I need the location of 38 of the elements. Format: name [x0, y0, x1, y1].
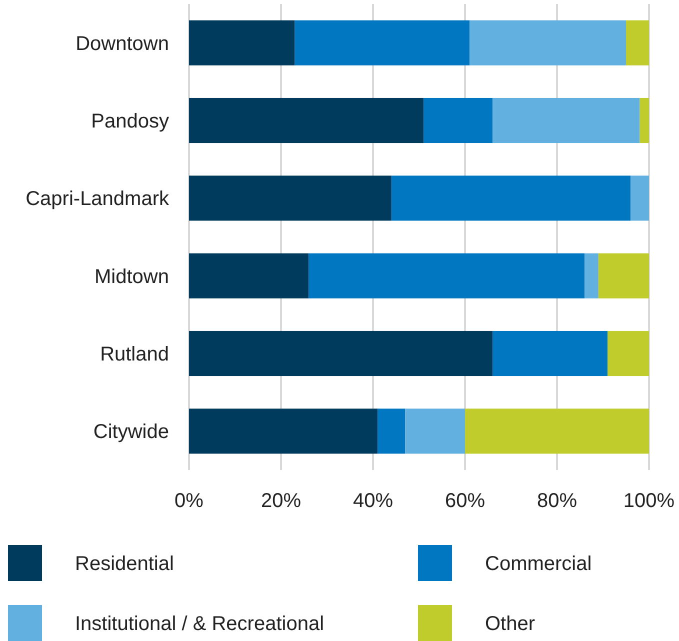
x-tick-label: 100% [623, 490, 675, 512]
legend-label: Other [485, 613, 536, 635]
y-tick-label: Downtown [76, 32, 169, 55]
bar [189, 408, 378, 454]
bar [294, 20, 470, 66]
bar [424, 98, 493, 144]
legend-label: Commercial [485, 553, 592, 575]
bar [308, 253, 585, 298]
bar [470, 20, 626, 66]
bar [391, 176, 631, 221]
bar [608, 330, 649, 376]
bar [626, 20, 649, 66]
bar [584, 253, 598, 298]
bar [630, 176, 649, 221]
bar [492, 98, 640, 144]
bar [189, 98, 424, 144]
x-tick-label: 20% [260, 490, 302, 512]
bar [189, 253, 309, 298]
x-tick-label: 0% [174, 490, 204, 512]
y-tick-label: Rutland [100, 344, 169, 366]
y-tick-label: Citywide [93, 421, 169, 444]
bar [189, 20, 295, 66]
bar [640, 98, 649, 144]
y-tick-label: Pandosy [91, 110, 169, 132]
bar [492, 330, 608, 376]
legend-label: Institutional / & Recreational [75, 613, 324, 635]
bar [378, 408, 406, 454]
bar [598, 253, 649, 298]
legend-label: Residential [75, 553, 174, 575]
bar [405, 408, 465, 454]
x-tick-label: 60% [444, 490, 486, 512]
bar [465, 408, 649, 454]
bar [189, 176, 392, 221]
y-tick-label: Capri-Landmark [26, 188, 170, 210]
bar [189, 330, 493, 376]
x-tick-label: 80% [536, 490, 578, 512]
x-tick-label: 40% [352, 490, 394, 512]
y-tick-label: Midtown [94, 266, 169, 288]
